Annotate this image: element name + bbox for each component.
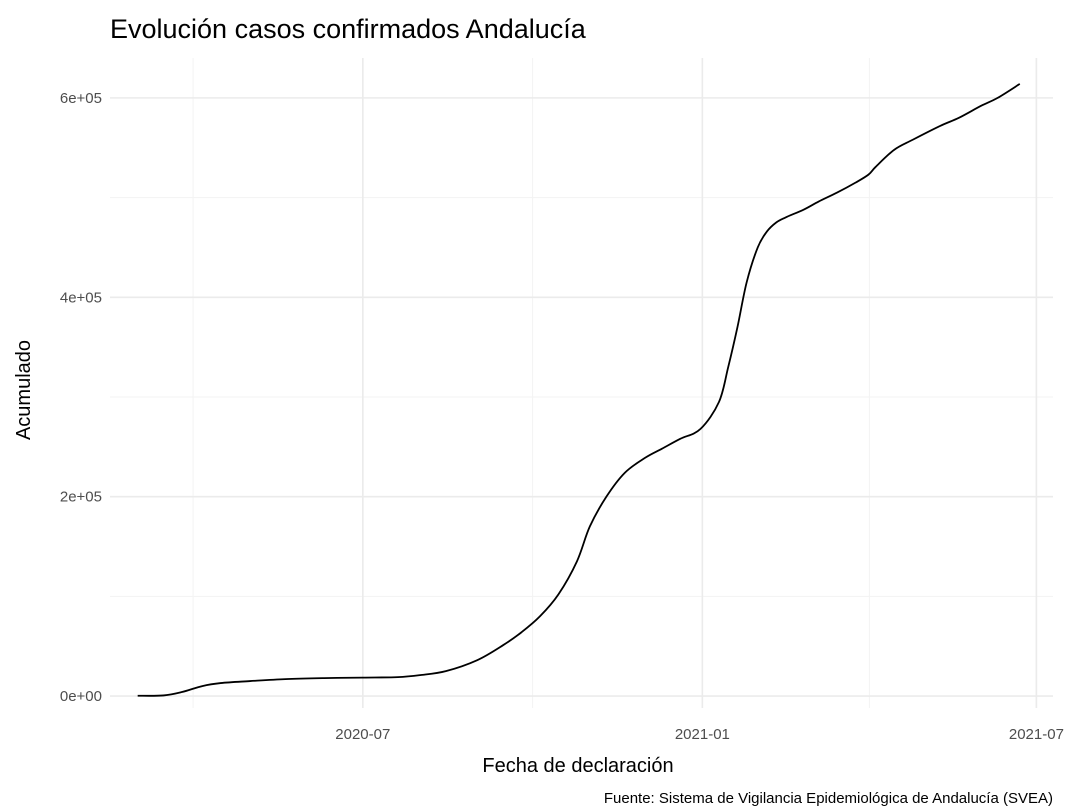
y-tick-label: 2e+05: [60, 489, 102, 506]
x-axis-title: Fecha de declaración: [482, 755, 673, 777]
y-tick-labels: 0e+00 2e+05 4e+05 6e+05: [60, 90, 102, 705]
series-group: [137, 83, 1021, 697]
y-tick-label: 0e+00: [60, 688, 102, 705]
chart-title: Evolución casos confirmados Andalucía: [110, 14, 587, 44]
y-axis-title: Acumulado: [13, 340, 35, 440]
x-tick-label: 2021-07: [1009, 726, 1064, 743]
chart-caption: Fuente: Sistema de Vigilancia Epidemioló…: [604, 790, 1053, 807]
y-tick-label: 4e+05: [60, 289, 102, 306]
cumulative-cases-line: [137, 83, 1021, 697]
x-tick-label: 2021-01: [675, 726, 730, 743]
x-tick-label: 2020-07: [335, 726, 390, 743]
y-tick-label: 6e+05: [60, 90, 102, 107]
grid: [110, 58, 1053, 708]
x-tick-labels: 2020-07 2021-01 2021-07: [335, 726, 1064, 743]
